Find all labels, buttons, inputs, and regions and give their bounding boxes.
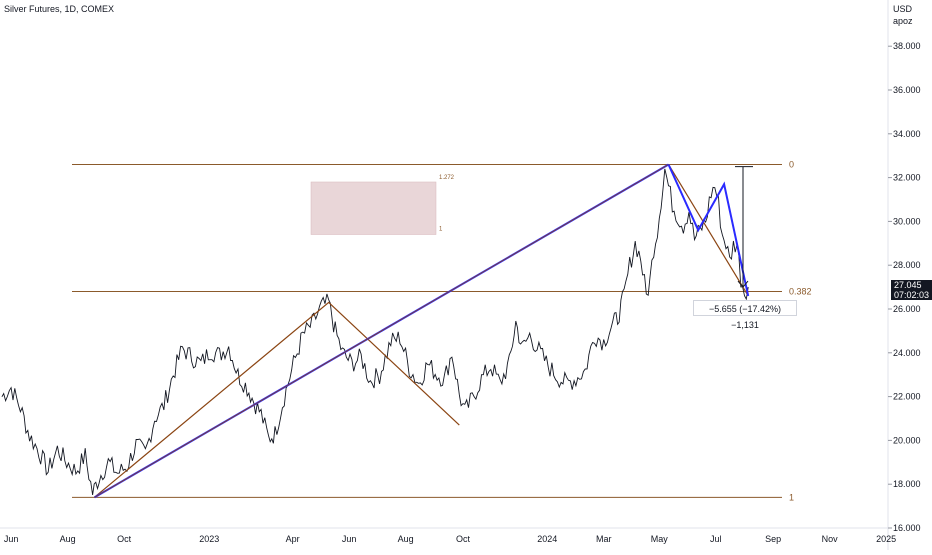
x-tick-label: Apr — [286, 534, 300, 544]
fib-level-label: 1 — [789, 492, 794, 502]
x-tick-label: Nov — [822, 534, 839, 544]
y-tick-label: 32.000 — [893, 173, 921, 183]
retrace-line — [668, 164, 749, 297]
y-tick-label: 26.000 — [893, 304, 921, 314]
fib-retracement[interactable]: 0 0.382 1 — [72, 159, 812, 502]
x-tick-label: May — [651, 534, 669, 544]
symbol-title: Silver Futures, 1D, COMEX — [4, 4, 115, 14]
box-label-bottom: 1 — [439, 227, 443, 233]
x-tick-label: Aug — [60, 534, 76, 544]
fib-level-label: 0.382 — [789, 286, 812, 296]
fib-extension-box — [310, 181, 437, 235]
currency-code: USD — [893, 4, 913, 14]
x-tick-label: 2023 — [199, 534, 219, 544]
y-tick-label: 18.000 — [893, 479, 921, 489]
x-tick-label: Jun — [342, 534, 357, 544]
y-tick-label: 28.000 — [893, 260, 921, 270]
last-price-value: 27.045 — [894, 280, 922, 290]
box-label-top: 1.272 — [439, 175, 455, 181]
trend-line-overlay — [94, 164, 669, 498]
measure-arrow-head — [737, 280, 749, 288]
x-tick-label: Oct — [456, 534, 471, 544]
last-price-tag: 27.045 07:02:03 — [891, 280, 932, 300]
currency-label[interactable]: USD apoz — [893, 3, 913, 27]
y-tick-label: 16.000 — [893, 523, 921, 533]
x-tick-label: Oct — [117, 534, 132, 544]
x-tick-label: Aug — [398, 534, 414, 544]
x-tick-label: 2024 — [537, 534, 557, 544]
x-tick-label: Jul — [710, 534, 722, 544]
x-tick-label: Mar — [596, 534, 612, 544]
axes: 16.000 18.000 20.000 22.000 24.000 26.000 28.0… — [0, 0, 921, 550]
y-tick-label: 20.000 — [893, 435, 921, 445]
measure-label: −5.655 (−17.42%) −1,131 — [693, 300, 797, 330]
countdown-timer: 07:02:03 — [894, 290, 930, 300]
x-tick-label: Jun — [4, 534, 19, 544]
x-tick-label: Sep — [765, 534, 781, 544]
scale-label: apoz — [893, 16, 913, 26]
y-tick-label: 36.000 — [893, 85, 921, 95]
x-tick-label: 2025 — [876, 534, 896, 544]
harmonic-pattern — [667, 164, 750, 297]
annotations[interactable] — [93, 163, 753, 499]
y-tick-label: 34.000 — [893, 129, 921, 139]
y-tick-label: 30.000 — [893, 216, 921, 226]
y-tick-label: 22.000 — [893, 392, 921, 402]
fib-level-label: 0 — [789, 159, 794, 169]
y-tick-label: 24.000 — [893, 348, 921, 358]
highlight-box[interactable]: 1.272 1 — [310, 175, 455, 235]
abcd-pattern-line — [94, 301, 460, 498]
y-tick-label: 38.000 — [893, 41, 921, 51]
